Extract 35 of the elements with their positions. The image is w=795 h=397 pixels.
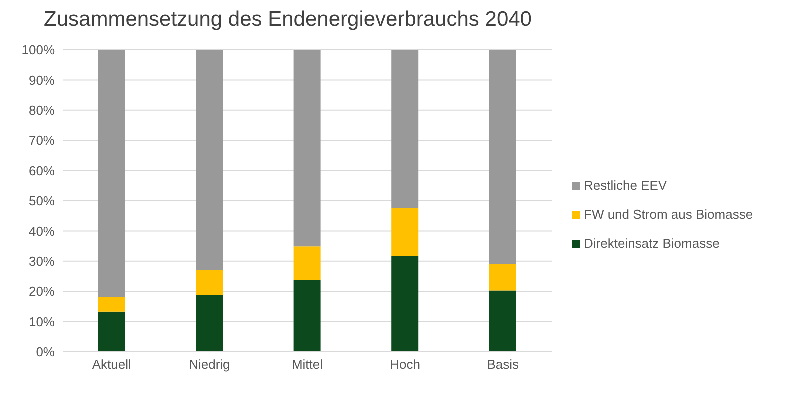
x-tick-label: Hoch xyxy=(390,357,420,372)
y-tick-label: 80% xyxy=(28,103,56,118)
x-tick-label: Aktuell xyxy=(92,357,132,372)
chart-title: Zusammensetzung des Endenergieverbrauchs 2040 xyxy=(43,8,533,33)
y-tick-label: 70% xyxy=(28,133,56,148)
bar xyxy=(294,50,321,247)
bar xyxy=(489,290,516,352)
y-tick-label: 30% xyxy=(28,254,56,270)
bar xyxy=(98,297,126,312)
y-tick-label: 40% xyxy=(28,224,56,239)
bar xyxy=(392,256,419,352)
y-tick-label: 60% xyxy=(28,163,56,178)
bar xyxy=(489,50,516,264)
bar xyxy=(392,208,419,256)
y-tick-label: 20% xyxy=(28,284,56,300)
bar xyxy=(392,50,419,208)
bar xyxy=(98,312,126,352)
bar xyxy=(196,270,224,296)
y-tick-label: 90% xyxy=(28,72,56,88)
y-tick-label: 100% xyxy=(22,42,56,58)
y-tick-label: 0% xyxy=(36,344,56,360)
y-tick-label: 50% xyxy=(28,194,56,209)
bar xyxy=(294,280,321,352)
y-tick-label: 10% xyxy=(28,314,56,330)
legend-label: Direkteinsatz Biomasse xyxy=(584,236,720,251)
bar xyxy=(489,264,516,291)
bar xyxy=(196,295,224,352)
bar xyxy=(196,50,224,270)
bar xyxy=(98,50,126,298)
x-tick-label: Niedrig xyxy=(189,357,230,372)
legend-label: FW und Strom aus Biomasse xyxy=(584,207,754,222)
x-tick-label: Mittel xyxy=(292,357,324,372)
legend-label: Restliche EEV xyxy=(584,178,668,193)
bar xyxy=(294,246,321,280)
x-tick-label: Basis xyxy=(487,357,520,372)
